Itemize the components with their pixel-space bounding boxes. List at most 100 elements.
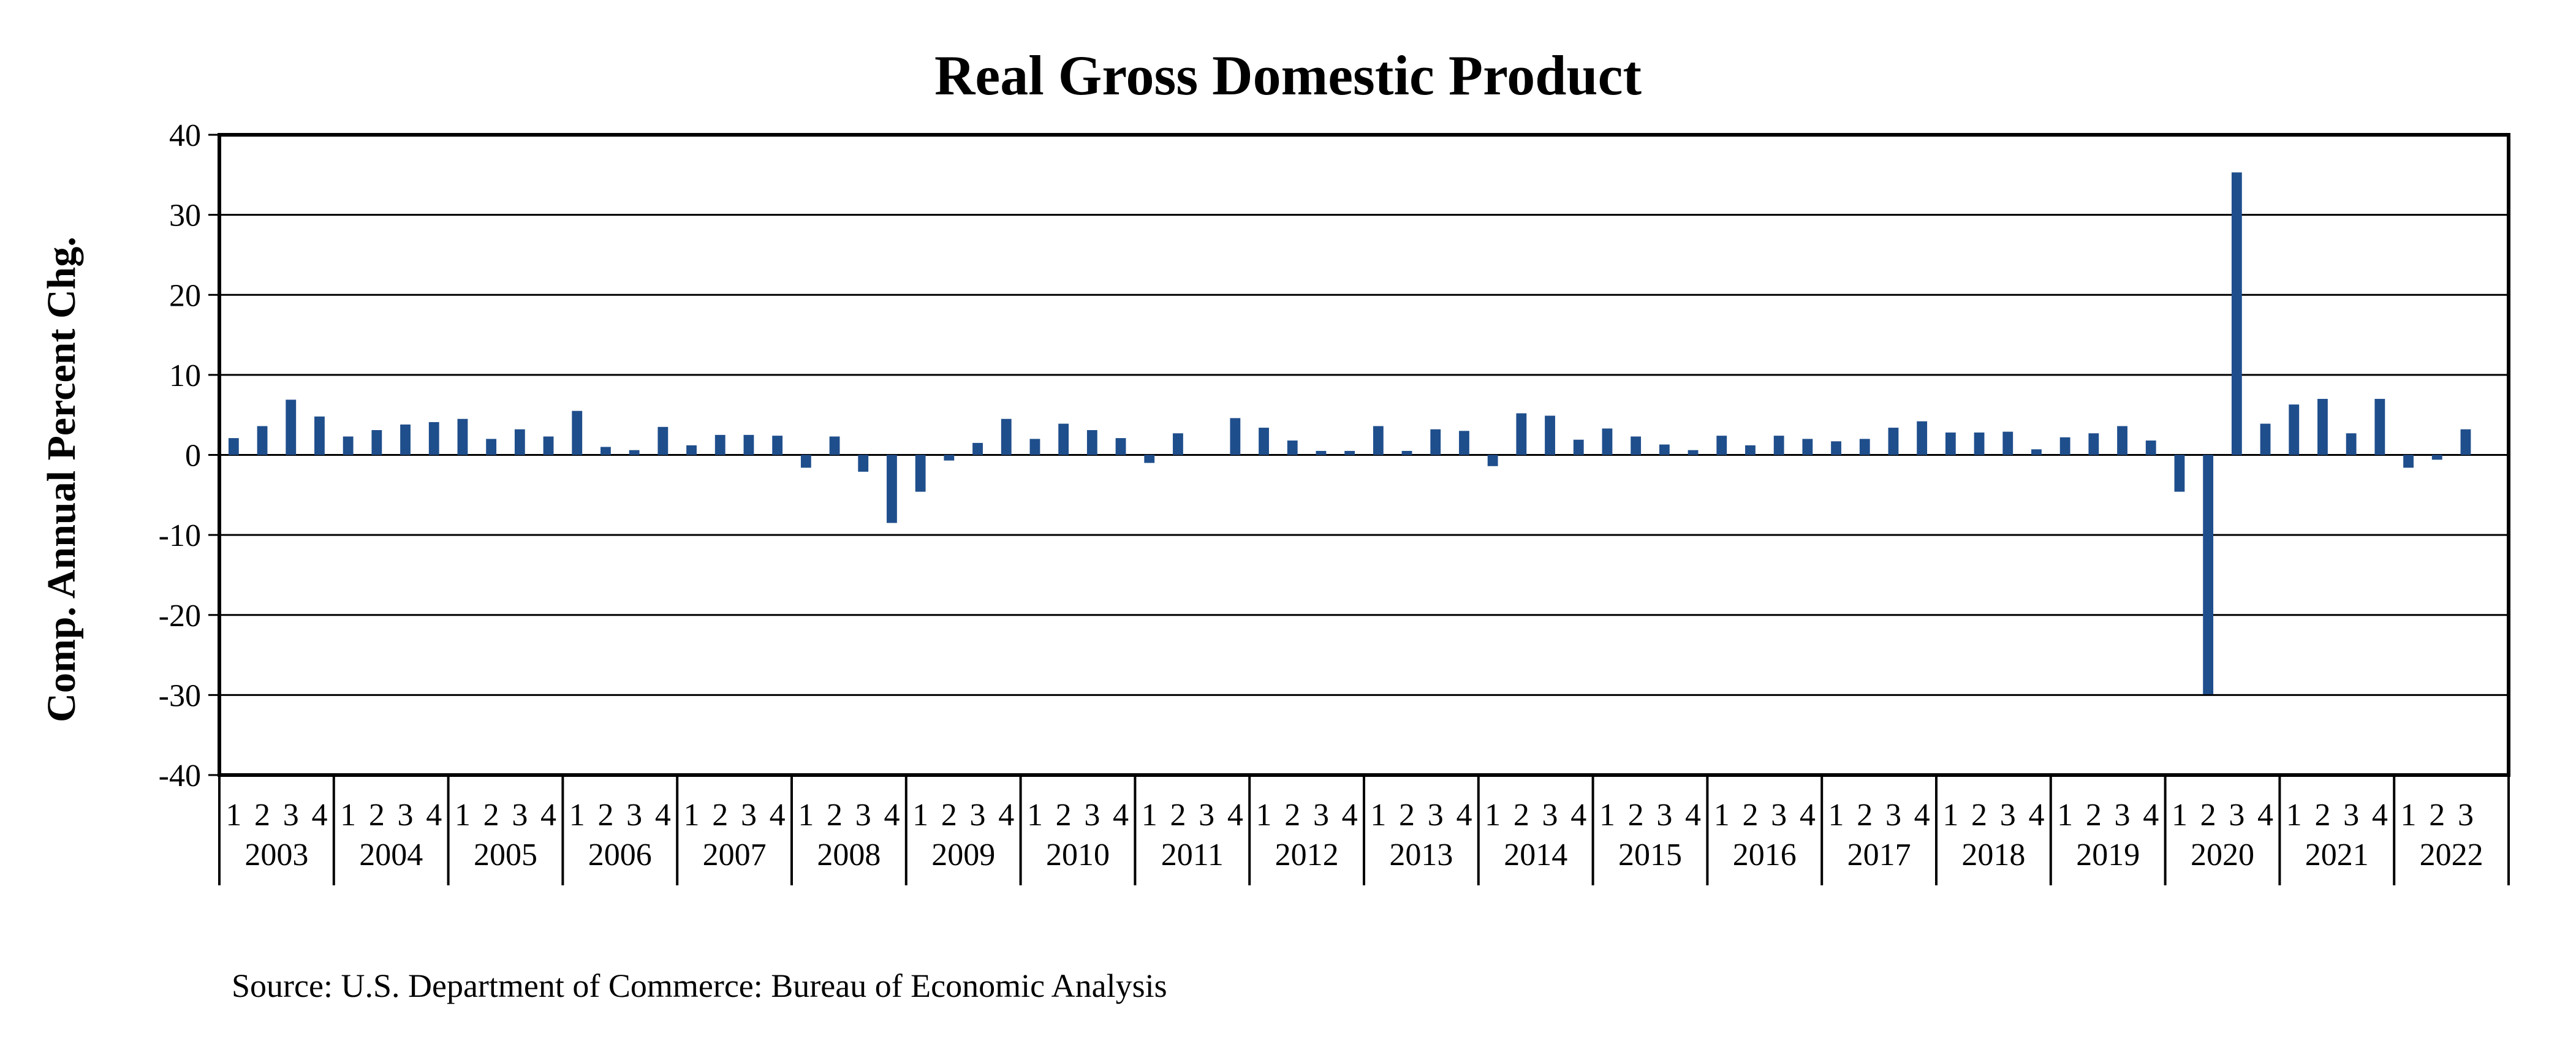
quarter-label: 1	[1714, 798, 1730, 833]
bar	[1259, 428, 1269, 455]
bar	[2403, 455, 2414, 468]
quarter-label: 2	[597, 798, 613, 833]
quarter-label: 2	[827, 798, 843, 833]
quarter-label: 3	[626, 798, 642, 833]
quarter-label: 1	[1027, 798, 1043, 833]
quarter-label: 4	[1685, 798, 1701, 833]
quarter-label: 3	[1428, 798, 1444, 833]
year-label: 2021	[2305, 838, 2369, 872]
quarter-label: 1	[340, 798, 356, 833]
bar	[1373, 426, 1384, 455]
quarter-label: 3	[1084, 798, 1100, 833]
quarter-label: 1	[1256, 798, 1272, 833]
bar	[1974, 432, 1985, 455]
quarter-label: 2	[1170, 798, 1186, 833]
quarter-label: 3	[1885, 798, 1901, 833]
bar	[743, 434, 754, 455]
quarter-label: 2	[2086, 798, 2102, 833]
quarter-label: 3	[1199, 798, 1214, 833]
y-tick-label: -10	[159, 518, 201, 553]
y-tick-label: 20	[169, 278, 201, 313]
quarter-label: 1	[1485, 798, 1501, 833]
bar	[1602, 428, 1613, 455]
bar	[371, 430, 382, 455]
bar	[2231, 172, 2242, 455]
bar	[1773, 436, 1784, 455]
quarter-label: 2	[2200, 798, 2216, 833]
quarter-label: 4	[1342, 798, 1358, 833]
bar	[543, 436, 554, 455]
quarter-label: 3	[2000, 798, 2016, 833]
bar	[1086, 430, 1097, 455]
year-label: 2019	[2076, 838, 2140, 872]
bar	[1831, 441, 1841, 455]
bar	[1344, 450, 1355, 455]
bar	[1401, 450, 1412, 455]
year-label: 2018	[1961, 838, 2025, 872]
bar	[1802, 439, 1813, 455]
quarter-label: 1	[2172, 798, 2188, 833]
bar	[657, 426, 669, 455]
bar	[2317, 399, 2328, 455]
bar	[428, 422, 439, 455]
bar	[400, 424, 411, 455]
quarter-label: 3	[2343, 798, 2359, 833]
bar	[944, 455, 955, 461]
bar	[2346, 433, 2357, 455]
bars	[228, 172, 2471, 695]
quarter-label: 1	[912, 798, 928, 833]
quarter-label: 2	[1742, 798, 1758, 833]
quarter-label: 3	[2458, 798, 2474, 833]
bar	[486, 439, 497, 455]
bar	[2260, 423, 2271, 455]
bar	[1917, 421, 1928, 455]
quarter-label: 4	[998, 798, 1014, 833]
bar	[887, 455, 897, 523]
bar	[1029, 439, 1040, 455]
bar	[457, 418, 468, 455]
quarter-label: 4	[2028, 798, 2044, 833]
quarter-label: 2	[1513, 798, 1529, 833]
bar	[1659, 444, 1670, 455]
bar	[1945, 432, 1956, 455]
quarter-label: 4	[884, 798, 900, 833]
bar	[1058, 423, 1069, 455]
quarter-label: 2	[2429, 798, 2445, 833]
year-label: 2009	[931, 838, 995, 872]
quarter-label: 4	[311, 798, 327, 833]
quarter-label: 4	[1570, 798, 1586, 833]
quarter-label: 2	[1284, 798, 1300, 833]
year-label: 2015	[1618, 838, 1682, 872]
bar	[800, 455, 811, 468]
quarter-label: 4	[655, 798, 671, 833]
bar	[1316, 450, 1327, 455]
year-label: 2012	[1275, 838, 1339, 872]
quarter-label: 3	[970, 798, 986, 833]
bar	[686, 445, 697, 455]
bar	[2117, 426, 2127, 455]
year-label: 2013	[1389, 838, 1453, 872]
quarter-label: 3	[283, 798, 299, 833]
quarter-label: 3	[2229, 798, 2245, 833]
quarter-label: 2	[254, 798, 270, 833]
bar	[629, 450, 640, 455]
quarter-label: 4	[540, 798, 556, 833]
quarter-label: 3	[1313, 798, 1329, 833]
year-label: 2010	[1046, 838, 1110, 872]
quarter-label: 3	[741, 798, 757, 833]
quarter-label: 1	[569, 798, 585, 833]
quarter-label: 2	[1628, 798, 1644, 833]
year-label: 2007	[703, 838, 767, 872]
y-tick-label: 0	[185, 439, 201, 474]
quarter-label: 3	[512, 798, 528, 833]
quarter-label: 3	[1771, 798, 1787, 833]
bar	[1230, 418, 1241, 455]
quarter-label: 1	[1599, 798, 1615, 833]
bar	[1115, 438, 1126, 455]
quarter-label: 1	[225, 798, 241, 833]
quarter-label: 1	[455, 798, 471, 833]
bar	[1516, 413, 1527, 455]
quarter-label: 2	[369, 798, 385, 833]
bar	[1573, 439, 1584, 455]
